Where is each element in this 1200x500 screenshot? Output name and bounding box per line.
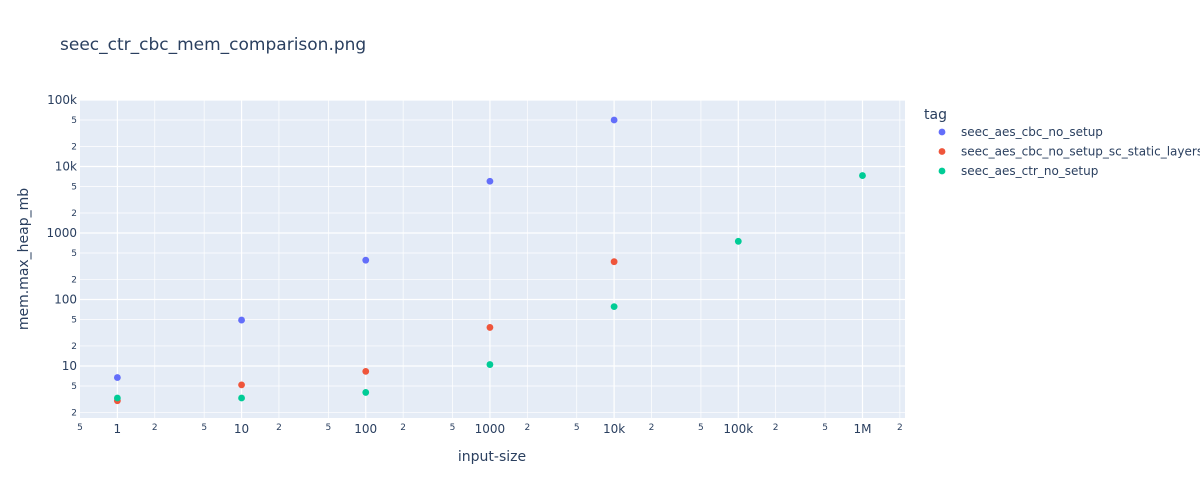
y-minor-tick-label: 5 [71,382,77,392]
x-minor-tick-label: 5 [77,423,83,433]
data-point-series-3[interactable] [362,389,370,396]
y-minor-tick-label: 5 [71,249,77,259]
x-axis-ticks: 5 2 5 2 5 2 5 2 5 2 5 2 5 2 1 10 100 1000 10k 100k 1M [77,422,903,436]
data-point-series-3[interactable] [859,172,866,179]
y-major-tick-label: 100k [47,93,77,107]
plot-area[interactable] [80,100,905,418]
legend-item-3[interactable]: seec_aes_ctr_no_setup [938,164,1099,178]
x-major-tick-label: 1000 [475,422,506,436]
data-points [113,116,866,405]
y-minor-tick-label: 2 [71,209,77,219]
y-major-tick-label: 10 [62,359,77,373]
y-minor-tick-label: 2 [71,408,77,418]
legend-marker [938,148,946,155]
x-axis-title: input-size [458,449,526,465]
y-major-tick-label: 100 [54,292,77,306]
data-point-series-2[interactable] [610,258,618,266]
y-axis-title: mem.max_heap_mb [16,188,32,330]
data-point-series-3[interactable] [238,394,245,402]
data-point-series-1[interactable] [113,374,121,381]
legend-label: seec_aes_cbc_no_setup [961,125,1103,139]
x-major-tick-label: 10k [603,422,625,436]
legend-item-2[interactable]: seec_aes_cbc_no_setup_sc_static_layers [938,145,1200,159]
y-major-tick-label: 1000 [46,226,77,240]
data-point-series-2[interactable] [238,381,245,389]
x-minor-tick-label: 5 [822,423,828,433]
y-minor-tick-label: 5 [71,315,77,325]
data-point-series-2[interactable] [486,324,494,331]
x-minor-tick-label: 2 [276,423,282,433]
legend: tag seec_aes_cbc_no_setup seec_aes_cbc_no… [924,107,1200,178]
y-minor-tick-label: 5 [71,183,77,193]
x-major-tick-label: 1 [114,422,122,436]
y-major-tick-label: 10k [55,159,77,173]
legend-item-1[interactable]: seec_aes_cbc_no_setup [938,125,1103,139]
x-major-tick-label: 1M [853,422,871,436]
x-minor-tick-label: 2 [524,423,530,433]
data-point-series-1[interactable] [486,177,494,185]
data-point-series-1[interactable] [238,316,245,324]
y-minor-tick-label: 2 [71,342,77,352]
x-minor-tick-label: 2 [897,423,903,433]
y-axis-ticks: 2 5 2 5 2 5 2 5 2 5 10 100 1000 10k 100k [46,93,77,418]
legend-marker [938,128,946,136]
x-major-tick-label: 100k [723,422,753,436]
x-minor-tick-label: 5 [450,423,456,433]
y-minor-tick-label: 2 [71,142,77,152]
legend-marker [938,167,946,175]
x-major-tick-label: 10 [234,422,249,436]
legend-label: seec_aes_ctr_no_setup [961,164,1098,178]
x-minor-tick-label: 2 [400,423,406,433]
legend-title: tag [924,107,947,123]
data-point-series-2[interactable] [362,367,370,375]
y-minor-tick-label: 5 [71,116,77,126]
data-point-series-3[interactable] [113,394,121,402]
y-minor-tick-label: 2 [71,275,77,285]
data-point-series-1[interactable] [362,256,370,264]
x-minor-tick-label: 2 [649,423,655,433]
x-minor-tick-label: 2 [773,423,779,433]
x-minor-tick-label: 2 [152,423,158,433]
data-point-series-1[interactable] [610,116,618,124]
x-minor-tick-label: 5 [698,423,704,433]
x-major-tick-label: 100 [354,422,377,436]
x-minor-tick-label: 5 [201,423,207,433]
data-point-series-3[interactable] [734,237,742,245]
chart-title: seec_ctr_cbc_mem_comparison.png [60,35,366,55]
x-minor-tick-label: 5 [574,423,580,433]
minor-gridlines [80,100,905,418]
legend-label: seec_aes_cbc_no_setup_sc_static_layers [961,145,1200,159]
data-point-series-3[interactable] [486,361,494,368]
x-minor-tick-label: 5 [325,423,331,433]
data-point-series-3[interactable] [610,303,618,311]
